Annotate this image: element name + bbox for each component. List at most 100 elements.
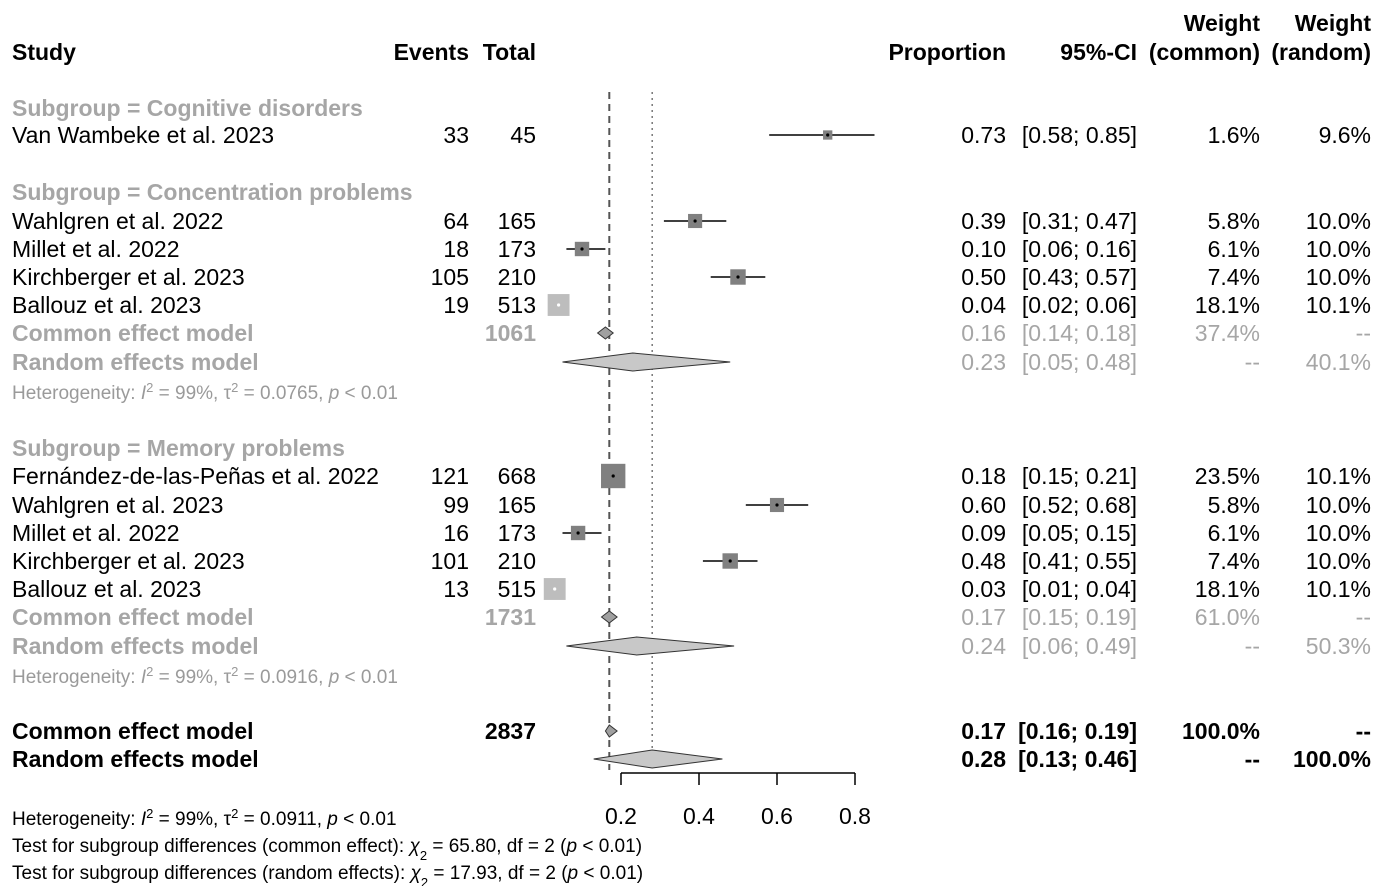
study-weight-random: 10.1% — [1306, 576, 1371, 602]
common-effect-weight-random: -- — [1356, 718, 1371, 744]
study-weight-common: 23.5% — [1195, 463, 1260, 489]
point-estimate — [775, 503, 779, 507]
study-ci: [0.31; 0.47] — [1022, 208, 1137, 234]
random-effects-ci: [0.13; 0.46] — [1018, 746, 1137, 772]
study-label: Van Wambeke et al. 2023 — [12, 122, 274, 148]
test-subgroup-differences-common: Test for subgroup differences (common ef… — [12, 836, 642, 863]
header-weight-random-1: Weight — [1295, 10, 1372, 36]
study-ci: [0.05; 0.15] — [1022, 520, 1137, 546]
study-weight-random: 10.1% — [1306, 292, 1371, 318]
point-estimate — [576, 531, 580, 535]
study-ci: [0.43; 0.57] — [1022, 264, 1137, 290]
study-ci: [0.41; 0.55] — [1022, 548, 1137, 574]
common-effect-label: Common effect model — [12, 320, 254, 346]
heterogeneity-text: Heterogeneity: I2 = 99%, τ2 = 0.0916, p … — [12, 664, 398, 689]
study-total: 210 — [498, 264, 536, 290]
study-label: Millet et al. 2022 — [12, 520, 179, 546]
study-total: 210 — [498, 548, 536, 574]
header-events: Events — [394, 39, 469, 65]
random-effects-label: Random effects model — [12, 633, 259, 659]
study-weight-common: 7.4% — [1208, 264, 1260, 290]
study-events: 99 — [443, 492, 469, 518]
point-estimate — [611, 474, 615, 478]
study-ci: [0.02; 0.06] — [1022, 292, 1137, 318]
random-effects-diamond — [566, 636, 735, 656]
common-effect-total: 1061 — [485, 320, 536, 346]
random-effects-diamond — [562, 352, 731, 372]
study-events: 18 — [443, 236, 469, 262]
study-ci: [0.06; 0.16] — [1022, 236, 1137, 262]
common-effect-diamond — [604, 724, 618, 738]
random-effects-ci: [0.05; 0.48] — [1022, 349, 1137, 375]
study-weight-random: 9.6% — [1319, 122, 1371, 148]
study-label: Wahlgren et al. 2022 — [12, 208, 223, 234]
study-weight-common: 7.4% — [1208, 548, 1260, 574]
random-effects-diamond — [593, 749, 723, 769]
study-ci: [0.58; 0.85] — [1022, 122, 1137, 148]
study-label: Kirchberger et al. 2023 — [12, 264, 245, 290]
random-effects-weight-random: 50.3% — [1306, 633, 1371, 659]
header-weight-common-2: (common) — [1149, 39, 1260, 65]
common-effect-label: Common effect model — [12, 718, 254, 744]
common-effect-weight-common: 61.0% — [1195, 604, 1260, 630]
study-weight-random: 10.0% — [1306, 548, 1371, 574]
study-proportion: 0.48 — [961, 548, 1006, 574]
point-estimate — [557, 303, 561, 307]
subgroup-label: Subgroup = Concentration problems — [12, 179, 413, 205]
point-estimate — [728, 559, 732, 563]
common-effect-proportion: 0.16 — [961, 320, 1006, 346]
random-effects-label: Random effects model — [12, 349, 259, 375]
header-ci: 95%-CI — [1060, 39, 1137, 65]
random-effects-weight-common: -- — [1245, 349, 1260, 375]
common-effect-weight-common: 100.0% — [1182, 718, 1260, 744]
study-proportion: 0.04 — [961, 292, 1006, 318]
study-events: 13 — [443, 576, 469, 602]
study-events: 121 — [431, 463, 469, 489]
study-events: 64 — [443, 208, 469, 234]
study-label: Ballouz et al. 2023 — [12, 292, 201, 318]
header-weight-random-2: (random) — [1271, 39, 1371, 65]
study-proportion: 0.73 — [961, 122, 1006, 148]
study-events: 105 — [431, 264, 469, 290]
study-label: Millet et al. 2022 — [12, 236, 179, 262]
study-weight-random: 10.0% — [1306, 520, 1371, 546]
study-events: 101 — [431, 548, 469, 574]
study-ci: [0.52; 0.68] — [1022, 492, 1137, 518]
study-total: 45 — [510, 122, 536, 148]
study-total: 513 — [498, 292, 536, 318]
common-effect-diamond — [600, 610, 618, 624]
study-weight-common: 6.1% — [1208, 520, 1260, 546]
study-total: 165 — [498, 492, 536, 518]
study-weight-random: 10.0% — [1306, 264, 1371, 290]
random-effects-proportion: 0.28 — [961, 746, 1006, 772]
x-axis-tick-label: 0.2 — [605, 803, 637, 829]
study-proportion: 0.60 — [961, 492, 1006, 518]
random-effects-proportion: 0.24 — [961, 633, 1006, 659]
study-events: 16 — [443, 520, 469, 546]
study-total: 173 — [498, 520, 536, 546]
study-events: 33 — [443, 122, 469, 148]
random-effects-label: Random effects model — [12, 746, 259, 772]
point-estimate — [736, 275, 740, 279]
header-weight-common-1: Weight — [1184, 10, 1261, 36]
study-weight-random: 10.0% — [1306, 208, 1371, 234]
random-effects-ci: [0.06; 0.49] — [1022, 633, 1137, 659]
study-proportion: 0.50 — [961, 264, 1006, 290]
study-weight-common: 1.6% — [1208, 122, 1260, 148]
common-effect-ci: [0.16; 0.19] — [1018, 718, 1137, 744]
study-weight-common: 18.1% — [1195, 292, 1260, 318]
common-effect-ci: [0.15; 0.19] — [1022, 604, 1137, 630]
subgroup-label: Subgroup = Memory problems — [12, 435, 345, 461]
common-effect-diamond — [596, 326, 615, 340]
study-weight-common: 18.1% — [1195, 576, 1260, 602]
study-label: Wahlgren et al. 2023 — [12, 492, 223, 518]
common-effect-weight-random: -- — [1356, 320, 1371, 346]
point-estimate — [580, 247, 584, 251]
common-effect-total: 2837 — [485, 718, 536, 744]
point-estimate — [553, 587, 557, 591]
study-weight-random: 10.0% — [1306, 236, 1371, 262]
study-total: 668 — [498, 463, 536, 489]
point-estimate — [826, 133, 830, 137]
test-subgroup-differences-random: Test for subgroup differences (random ef… — [12, 863, 643, 886]
